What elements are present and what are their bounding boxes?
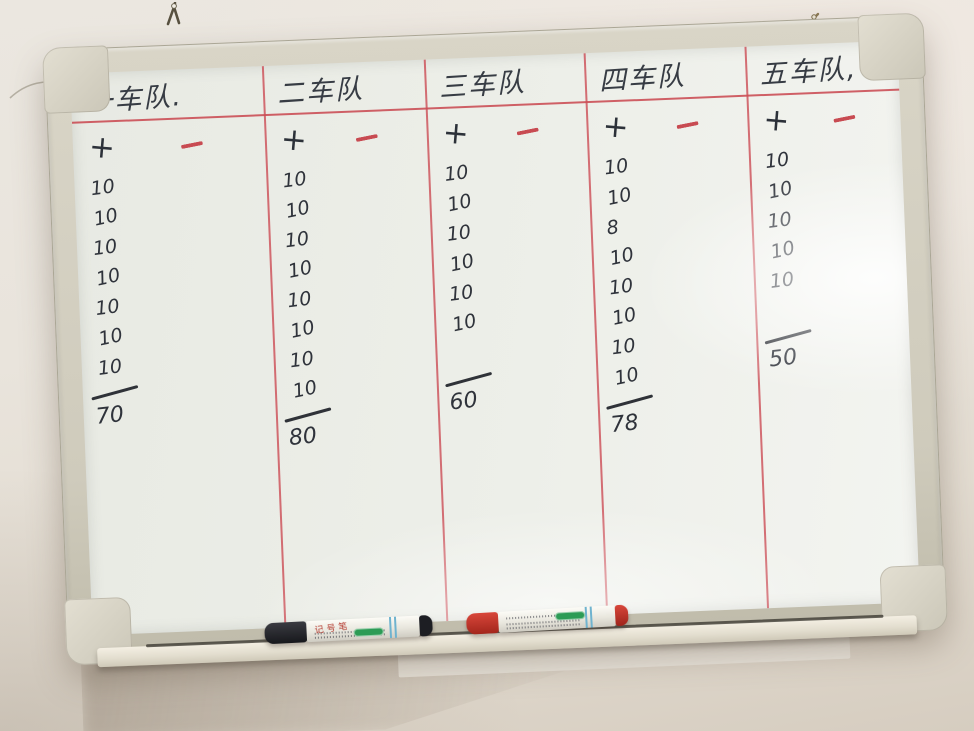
board-column-5: 五车队, + 10 10 10 10 10 50 [744, 41, 920, 609]
column-header: 三车队 [438, 66, 528, 104]
score-entry: 10 [286, 256, 315, 283]
plus-sign: + [441, 114, 471, 153]
score-entry: 10 [283, 196, 312, 223]
score-entry: 10 [91, 204, 121, 231]
minus-dash-icon [355, 133, 378, 143]
marker-cap [264, 621, 308, 645]
score-entry: 10 [450, 309, 479, 337]
minus-dash-icon [676, 120, 699, 130]
column-header: 二车队 [276, 73, 366, 110]
minus-dash-icon [832, 114, 856, 123]
sum-underline [284, 407, 332, 423]
plus-sign: + [761, 101, 791, 140]
score-list: 10 10 10 10 10 10 10 [74, 166, 274, 384]
score-list: 10 10 8 10 10 10 10 10 [588, 147, 758, 393]
sum-underline [445, 371, 493, 388]
board-column-2: 二车队 + 10 10 10 10 10 10 10 10 80 [262, 60, 447, 628]
whiteboard-surface: 一车队. + 10 10 10 10 10 10 10 70 二车 [70, 40, 920, 636]
score-entry: 10 [607, 243, 637, 270]
wall-nail-left [166, 2, 181, 26]
score-entry: 10 [768, 236, 797, 264]
plus-sign: + [279, 120, 309, 159]
green-brand-chip [353, 627, 384, 637]
score-entry: 10 [610, 303, 639, 330]
score-entry: 10 [96, 355, 124, 381]
sum-underline [764, 328, 812, 345]
score-list: 10 10 10 10 10 [748, 141, 907, 297]
plus-sign: + [601, 107, 631, 146]
score-entry: 10 [96, 323, 125, 351]
score-entry: 10 [448, 249, 477, 277]
whiteboard: 一车队. + 10 10 10 10 10 10 10 70 二车 [41, 12, 949, 668]
frame-corner-cap [857, 12, 926, 82]
score-list: 10 10 10 10 10 10 10 10 [266, 160, 438, 406]
score-entry: 10 [765, 176, 795, 204]
marker-end [418, 614, 433, 637]
minus-dash-icon [180, 140, 203, 150]
score-entry: 10 [768, 268, 796, 293]
plus-sign: + [87, 128, 117, 167]
board-column-1: 一车队. + 10 10 10 10 10 10 10 70 [70, 66, 284, 635]
blue-stripes [584, 606, 594, 628]
score-entry: 10 [605, 183, 634, 211]
board-column-4: 四车队 + 10 10 8 10 10 10 10 10 78 [584, 47, 767, 615]
score-entry: 10 [94, 263, 123, 291]
minus-dash-icon [516, 127, 539, 136]
sum-underline [606, 394, 654, 410]
score-entry: 10 [288, 316, 317, 343]
score-list: 10 10 10 10 10 10 [428, 153, 595, 339]
blue-stripes [388, 616, 399, 639]
board-column-3: 三车队 + 10 10 10 10 10 10 60 [424, 53, 606, 621]
score-entry: 10 [612, 363, 642, 390]
score-entry: 10 [445, 189, 475, 217]
sum-underline [91, 385, 139, 401]
marker-cap [465, 611, 499, 635]
frame-corner-cap [41, 45, 111, 114]
score-entry: 10 [290, 376, 320, 403]
marker-tip-end [614, 604, 629, 627]
column-header: 四车队 [598, 60, 687, 97]
